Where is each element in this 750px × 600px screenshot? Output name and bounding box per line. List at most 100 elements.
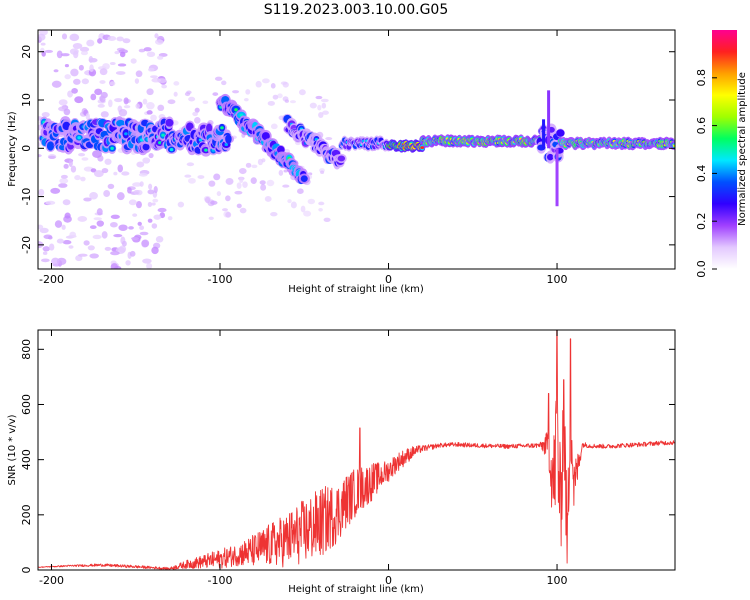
spectrogram-noise-blob	[42, 251, 48, 256]
spectrogram-noise-blob	[99, 80, 106, 84]
spectrogram-core	[46, 141, 55, 151]
spectrogram-noise-blob	[121, 171, 130, 176]
spectrogram-noise-blob	[64, 74, 71, 80]
spectrogram-noise-blob	[97, 38, 103, 44]
spectrogram-noise-blob	[83, 240, 90, 246]
spectrogram-noise-blob	[45, 200, 56, 205]
spectrogram-noise-blob	[118, 108, 128, 117]
spectrogram-noise-blob	[88, 55, 94, 63]
snr-y-tick-label: 800	[20, 339, 33, 360]
snr-y-axis-label: SNR (10 * v/v)	[7, 414, 18, 485]
spectrogram-streak	[555, 148, 559, 207]
snr-x-axis-label: Height of straight line (km)	[288, 584, 424, 595]
snr-x-tick-label: -200	[39, 574, 64, 587]
colorbar: 0.0 0.2 0.4 0.6 0.8 Normalized spectral ampl…	[695, 30, 748, 278]
spectrogram-noise-blob	[192, 111, 199, 117]
spectrogram-noise-blob	[99, 68, 108, 76]
spectrogram-noise-blob	[109, 61, 116, 66]
spectrogram-noise-blob	[51, 257, 60, 266]
spectrogram-noise-blob	[114, 50, 120, 55]
spectrogram-noise-blob	[283, 169, 288, 173]
spectrogram-noise-blob	[123, 97, 129, 105]
spectrogram-noise-blob	[130, 58, 137, 64]
spectrogram-noise-blob	[154, 33, 159, 39]
spectrogram-noise-blob	[222, 208, 228, 212]
spectrogram-noise-blob	[86, 39, 95, 47]
spectrogram-noise-blob	[194, 117, 201, 124]
spectrogram-noise-blob	[89, 225, 97, 230]
spectrogram-noise-blob	[262, 78, 270, 84]
spectrogram-noise-blob	[119, 51, 126, 58]
colorbar-ticks: 0.0 0.2 0.4 0.6 0.8	[695, 69, 717, 278]
spectrogram-noise-blob	[320, 98, 329, 103]
spectrogram-noise-blob	[48, 155, 56, 159]
snr-layer	[38, 330, 675, 570]
snr-y-tick-label: 200	[20, 504, 33, 525]
spectrogram-noise-blob	[151, 77, 161, 83]
spectrogram-noise-blob	[236, 203, 242, 209]
spectrogram-y-tick-label: 0	[20, 145, 33, 152]
spectrogram-noise-blob	[184, 92, 191, 97]
spectrogram-noise-blob	[100, 111, 109, 118]
spectrogram-noise-blob	[153, 214, 162, 220]
spectrogram-peak	[77, 136, 81, 140]
colorbar-tick-label: 0.4	[695, 165, 708, 183]
spectrogram-noise-blob	[315, 95, 323, 100]
spectrogram-noise-blob	[142, 258, 152, 264]
spectrogram-noise-blob	[113, 234, 123, 238]
spectrogram-noise-blob	[109, 81, 116, 86]
spectrogram-noise-blob	[51, 80, 62, 88]
spectrogram-peak	[234, 108, 238, 112]
spectrogram-noise-blob	[38, 154, 42, 158]
snr-plot-area	[38, 330, 675, 570]
spectrogram-noise-blob	[290, 201, 297, 209]
spectrogram-noise-blob	[134, 78, 140, 84]
spectrogram-noise-blob	[68, 159, 73, 168]
spectrogram-noise-blob	[99, 95, 106, 103]
spectrogram-noise-blob	[101, 168, 109, 174]
spectrogram-noise-blob	[58, 183, 68, 188]
spectrogram-noise-blob	[70, 68, 79, 77]
spectrogram-noise-blob	[135, 103, 140, 109]
spectrogram-noise-blob	[75, 255, 83, 262]
spectrogram-y-tick-label: -10	[20, 188, 33, 206]
spectrogram-noise-blob	[267, 100, 275, 106]
spectrogram-noise-blob	[151, 223, 158, 229]
spectrogram-noise-blob	[239, 207, 247, 214]
spectrogram-noise-blob	[64, 212, 71, 219]
spectrogram-noise-blob	[261, 158, 266, 163]
spectrogram-peak	[220, 126, 224, 130]
spectrogram-noise-blob	[80, 176, 86, 182]
spectrogram-noise-blob	[146, 101, 155, 110]
spectrogram-noise-blob	[154, 39, 164, 45]
spectrogram-noise-blob	[133, 189, 140, 195]
spectrogram-noise-blob	[113, 171, 118, 176]
spectrogram-noise-blob	[59, 178, 69, 184]
spectrogram-noise-blob	[138, 48, 146, 53]
spectrogram-noise-blob	[61, 224, 66, 230]
spectrogram-noise-blob	[63, 108, 71, 116]
colorbar-tick-label: 0.8	[695, 69, 708, 87]
spectrogram-core	[142, 143, 150, 151]
spectrogram-peak	[204, 148, 208, 152]
chart-title: S119.2023.003.10.00.G05	[264, 2, 449, 18]
spectrogram-noise-blob	[309, 102, 317, 109]
spectrogram-noise-blob	[78, 64, 84, 71]
spectrogram-noise-blob	[202, 100, 209, 104]
spectrogram-noise-blob	[147, 189, 155, 195]
spectrogram-noise-blob	[298, 89, 306, 96]
spectrogram-noise-blob	[69, 231, 77, 238]
spectrogram-noise-blob	[135, 200, 142, 209]
spectrogram-noise-blob	[188, 177, 196, 184]
spectrogram-noise-blob	[40, 47, 45, 53]
spectrogram-noise-blob	[242, 181, 248, 189]
spectrogram-noise-blob	[90, 168, 97, 173]
spectrogram-noise-blob	[83, 197, 92, 202]
spectrogram-noise-blob	[270, 123, 278, 130]
spectrogram-noise-blob	[173, 81, 180, 86]
spectrogram-noise-blob	[146, 51, 156, 58]
spectrogram-noise-blob	[60, 174, 68, 179]
spectrogram-core	[225, 134, 232, 144]
spectrogram-noise-blob	[157, 104, 165, 112]
spectrogram-noise-blob	[103, 189, 111, 198]
